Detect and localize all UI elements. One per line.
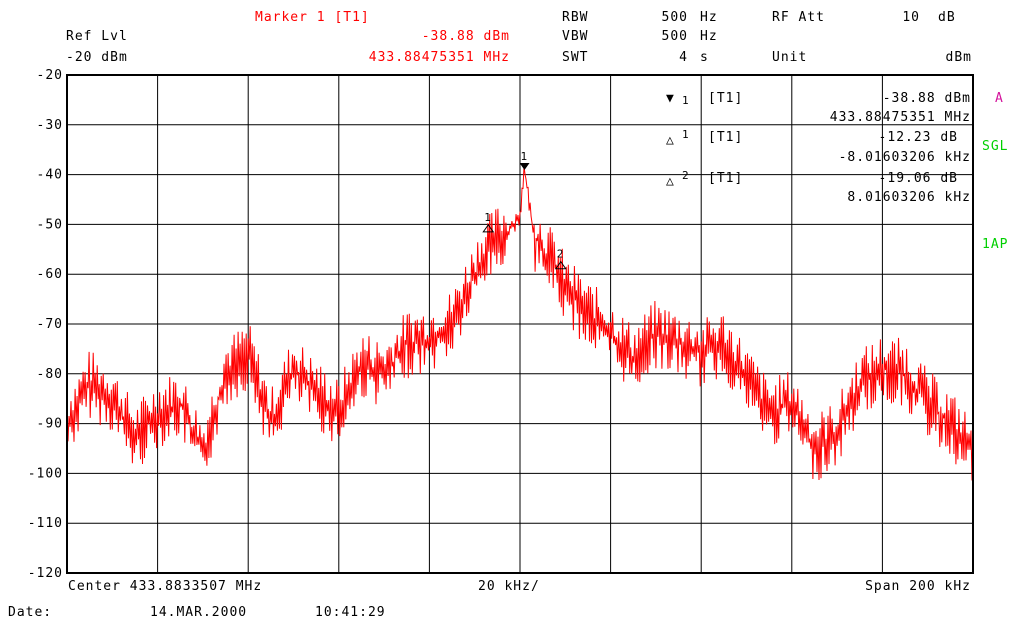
marker-label-3: 2 <box>557 248 564 261</box>
y-tick-labels: -20 -30 -40 -50 -60 -70 -80 -90 -100 -110 -120 <box>28 68 63 581</box>
swt-label: SWT <box>562 50 589 65</box>
y-tick-label: -100 <box>28 466 63 481</box>
marker-filled-triangle-1 <box>519 163 530 171</box>
division-scale: 20 kHz/ <box>478 579 540 594</box>
swt-value: 4 <box>679 50 688 65</box>
y-tick-label: -120 <box>28 566 63 581</box>
marker-level: -38.88 dBm <box>421 29 510 44</box>
rf-att-label: RF Att <box>772 10 825 25</box>
y-tick-label: -40 <box>37 168 63 183</box>
y-tick-label: -70 <box>37 317 63 332</box>
marker-row-2-trace: [T1] <box>708 130 744 145</box>
span: Span 200 kHz <box>865 579 971 594</box>
vbw-unit: Hz <box>700 29 718 44</box>
marker-delta-triangle-2 <box>554 260 567 270</box>
unit-value: dBm <box>945 50 972 65</box>
rbw-value: 500 <box>661 10 688 25</box>
rbw-label: RBW <box>562 10 589 25</box>
marker-title: Marker 1 [T1] <box>255 10 370 25</box>
marker-row-3-number: 2 <box>682 169 690 182</box>
marker-label-2: 1 <box>484 211 491 224</box>
plot-frame <box>66 74 974 574</box>
marker-row-3-sub: 8.01603206 kHz <box>847 190 971 205</box>
marker-row-3-symbol: △ <box>666 174 675 189</box>
marker-frequency: 433.88475351 MHz <box>368 50 510 65</box>
rf-att-value: 10 <box>902 10 920 25</box>
marker-row-1-symbol: ▼ <box>666 91 675 106</box>
chart-markers: 1 1 2 <box>482 150 567 270</box>
marker-row-2-sub: -8.01603206 kHz <box>838 150 971 165</box>
y-tick-label: -30 <box>37 118 63 133</box>
marker-row-2-symbol: △ <box>666 133 675 148</box>
time-value: 10:41:29 <box>315 605 386 620</box>
swt-unit: s <box>700 50 709 65</box>
ref-level-value: -20 dBm <box>66 50 128 65</box>
rbw-unit: Hz <box>700 10 718 25</box>
marker-row-3-trace: [T1] <box>708 171 744 186</box>
vbw-value: 500 <box>661 29 688 44</box>
ref-level-label: Ref Lvl <box>66 29 128 44</box>
rf-att-unit: dB <box>938 10 956 25</box>
marker-row-2-value: -12.23 dB <box>878 130 958 145</box>
marker-row-1-number: 1 <box>682 94 690 107</box>
ap-label: 1AP <box>982 237 1009 252</box>
marker-row-2-number: 1 <box>682 128 690 141</box>
marker-label-1: 1 <box>521 150 528 163</box>
y-tick-label: -80 <box>37 367 63 382</box>
vbw-label: VBW <box>562 29 589 44</box>
y-tick-label: -60 <box>37 267 63 282</box>
sgl-label: SGL <box>982 139 1009 154</box>
y-tick-label: -20 <box>37 68 63 83</box>
marker-row-1-trace: [T1] <box>708 91 744 106</box>
center-frequency: Center 433.8833507 MHz <box>68 579 263 594</box>
marker-row-3-value: -19.06 dB <box>878 171 958 186</box>
date-value: 14.MAR.2000 <box>150 605 248 620</box>
trace-a-label: A <box>995 91 1004 106</box>
marker-delta-triangle-1 <box>482 224 495 233</box>
marker-row-1-sub: 433.88475351 MHz <box>829 110 971 125</box>
marker-row-1-value: -38.88 dBm <box>882 91 971 106</box>
date-label: Date: <box>8 605 53 620</box>
y-tick-label: -110 <box>28 516 63 531</box>
unit-label: Unit <box>772 50 808 65</box>
y-tick-label: -90 <box>37 417 63 432</box>
spectrum-trace <box>66 166 974 481</box>
y-tick-label: -50 <box>37 217 63 232</box>
